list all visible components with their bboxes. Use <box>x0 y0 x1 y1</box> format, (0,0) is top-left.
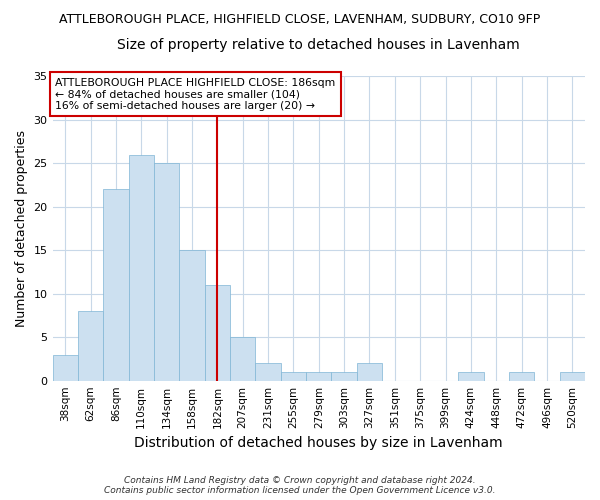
Bar <box>509 372 534 380</box>
Bar <box>78 311 103 380</box>
Text: ATTLEBOROUGH PLACE HIGHFIELD CLOSE: 186sqm
← 84% of detached houses are smaller : ATTLEBOROUGH PLACE HIGHFIELD CLOSE: 186s… <box>55 78 335 111</box>
Bar <box>306 372 331 380</box>
Bar <box>256 364 281 380</box>
Text: ATTLEBOROUGH PLACE, HIGHFIELD CLOSE, LAVENHAM, SUDBURY, CO10 9FP: ATTLEBOROUGH PLACE, HIGHFIELD CLOSE, LAV… <box>59 12 541 26</box>
Bar <box>154 164 179 380</box>
Bar <box>281 372 306 380</box>
Bar <box>357 364 382 380</box>
Text: Contains HM Land Registry data © Crown copyright and database right 2024.
Contai: Contains HM Land Registry data © Crown c… <box>104 476 496 495</box>
Bar <box>53 354 78 380</box>
X-axis label: Distribution of detached houses by size in Lavenham: Distribution of detached houses by size … <box>134 436 503 450</box>
Bar <box>230 337 256 380</box>
Y-axis label: Number of detached properties: Number of detached properties <box>15 130 28 327</box>
Bar <box>205 285 230 380</box>
Bar <box>458 372 484 380</box>
Bar <box>560 372 585 380</box>
Bar <box>179 250 205 380</box>
Bar <box>128 154 154 380</box>
Bar <box>103 190 128 380</box>
Title: Size of property relative to detached houses in Lavenham: Size of property relative to detached ho… <box>118 38 520 52</box>
Bar <box>331 372 357 380</box>
